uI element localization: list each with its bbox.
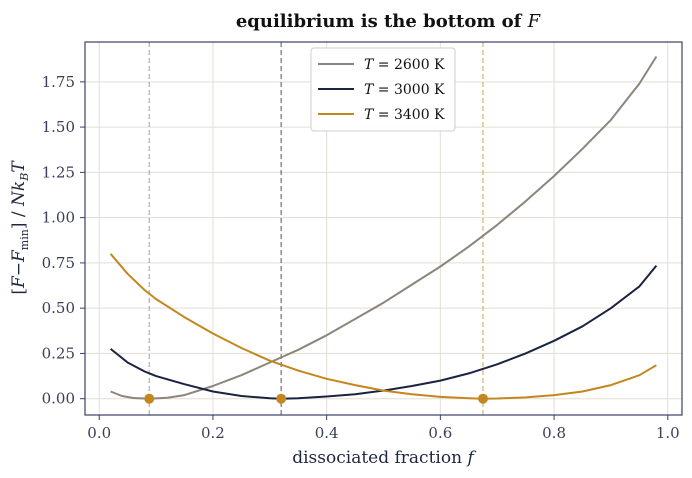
y-tick-label-1: 0.25 (42, 344, 75, 362)
y-tick-label-3: 0.75 (42, 254, 75, 272)
legend-label-0-var: T (364, 57, 375, 73)
x-axis-ticks: 0.0 0.2 0.4 0.6 0.8 1.0 (87, 415, 680, 442)
y-label-minus: − (9, 262, 29, 276)
y-label-t: T (9, 160, 29, 173)
series-lines (109, 55, 658, 400)
series-line-2 (109, 253, 657, 400)
x-tick-label-1: 0.2 (201, 424, 225, 442)
y-label-f: F (9, 275, 29, 289)
y-label-k: k (9, 181, 29, 191)
legend-label-0-rest: = 2600 K (373, 57, 445, 73)
y-label-b: B (18, 173, 31, 182)
equilibrium-marker-2 (478, 393, 488, 404)
legend: T = 2600 K T = 3000 K T = 3400 K (310, 47, 456, 132)
series-line-1 (109, 264, 658, 400)
x-tick-label-0: 0.0 (87, 424, 111, 442)
legend-label-2-rest: = 3400 K (373, 107, 445, 123)
x-axis-label-var: f (465, 448, 476, 468)
x-tick-label-3: 0.6 (428, 424, 452, 442)
y-label-open: [ (9, 288, 29, 295)
y-tick-label-4: 1.00 (42, 209, 75, 227)
x-tick-label-5: 1.0 (656, 424, 680, 442)
equilibrium-marker-0 (144, 393, 155, 404)
x-axis-label: dissociated fraction f (292, 448, 476, 468)
y-label-slash: / (9, 206, 29, 223)
legend-label-1: T = 3000 K (364, 82, 445, 98)
y-axis-ticks: 0.00 0.25 0.50 0.75 1.00 1.25 1.50 1.75 (42, 73, 85, 408)
legend-box (310, 47, 456, 132)
equilibrium-marker-1 (276, 393, 287, 404)
equilibrium-markers (144, 393, 488, 404)
y-tick-label-2: 0.50 (42, 299, 75, 317)
y-label-sub: min (18, 229, 31, 250)
plot-frame (84, 41, 683, 416)
y-label-close: ] (9, 223, 29, 230)
y-tick-label-5: 1.25 (42, 163, 75, 181)
y-label-f2: F (9, 249, 29, 263)
chart-title-text: equilibrium is the bottom of (236, 11, 528, 32)
y-tick-label-0: 0.00 (42, 390, 75, 408)
x-tick-label-4: 0.8 (542, 424, 566, 442)
chart-title: equilibrium is the bottom of F (236, 11, 542, 32)
legend-label-1-rest: = 3000 K (373, 82, 445, 98)
chart-title-var: F (527, 11, 542, 32)
y-label-n: N (9, 190, 29, 207)
x-tick-label-2: 0.4 (315, 424, 339, 442)
legend-label-2-var: T (364, 107, 375, 123)
grid (85, 42, 682, 415)
x-axis-label-text: dissociated fraction (292, 448, 467, 468)
series-line-0 (110, 55, 658, 400)
legend-label-0: T = 2600 K (364, 57, 445, 73)
y-axis-label: [F−Fmin] / NkBT (9, 160, 31, 295)
y-tick-label-7: 1.75 (42, 73, 75, 91)
y-tick-label-6: 1.50 (42, 118, 75, 136)
legend-label-1-var: T (364, 82, 375, 98)
legend-label-2: T = 3400 K (364, 107, 445, 123)
equilibrium-lines (148, 42, 484, 415)
